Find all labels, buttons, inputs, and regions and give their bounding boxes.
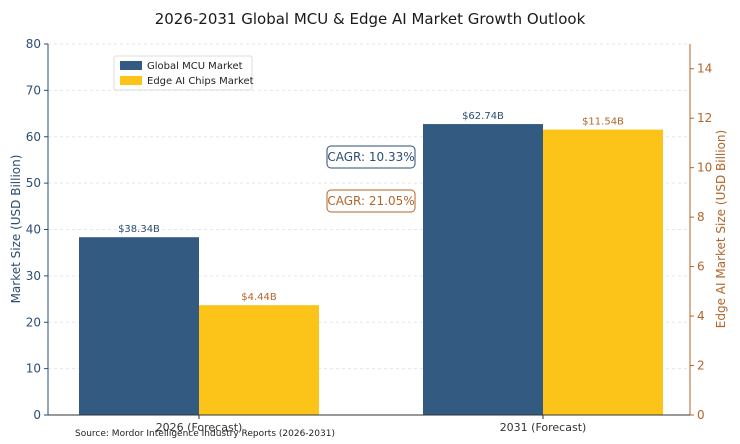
- data-label-mcu: $38.34B: [118, 224, 160, 235]
- right-tick-label: 2: [697, 359, 705, 373]
- right-tick-label: 8: [697, 210, 705, 224]
- left-tick-label: 80: [26, 37, 41, 51]
- right-tick-label: 6: [697, 260, 705, 274]
- y-axis-label: Market Size (USD Billion): [9, 155, 23, 304]
- left-axis-ticks: 0 10 20 30 40 50 60 70 80: [26, 37, 48, 422]
- x-tick-label: 2031 (Forecast): [500, 421, 587, 434]
- right-axis-ticks: 0 2 4 6 8 10 12 14: [690, 62, 712, 422]
- left-tick-label: 70: [26, 83, 41, 97]
- legend-swatch-mcu: [120, 61, 142, 70]
- legend-label-mcu: Global MCU Market: [147, 61, 243, 72]
- legend-swatch-ai: [120, 76, 142, 85]
- left-tick-label: 30: [26, 269, 41, 283]
- legend-label-ai: Edge AI Chips Market: [147, 76, 254, 87]
- cagr-mcu-box: [326, 145, 416, 169]
- cagr-ai-annotation: CAGR: 21.05%: [326, 189, 416, 213]
- right-tick-label: 0: [697, 408, 705, 422]
- right-tick-label: 14: [697, 62, 712, 76]
- y2-axis-label: Edge AI Market Size (USD Billion): [714, 130, 728, 328]
- left-tick-label: 10: [26, 362, 41, 376]
- left-tick-label: 50: [26, 176, 41, 190]
- bar-mcu: [79, 237, 199, 415]
- cagr-mcu-annotation: CAGR: 10.33%: [326, 145, 416, 169]
- left-tick-label: 60: [26, 130, 41, 144]
- right-tick-label: 12: [697, 111, 712, 125]
- legend-frame: [113, 55, 253, 91]
- cagr-ai-box: [326, 189, 416, 213]
- right-tick-label: 10: [697, 161, 712, 175]
- x-tick-label: 2026 (Forecast): [156, 421, 243, 434]
- chart-title: 2026-2031 Global MCU & Edge AI Market Gr…: [155, 10, 586, 28]
- data-label-edge-ai: $11.54B: [582, 117, 624, 128]
- right-tick-label: 4: [697, 309, 705, 323]
- cagr-ai-text: CAGR: 21.05%: [327, 194, 414, 208]
- cagr-mcu-text: CAGR: 10.33%: [327, 150, 414, 164]
- bar-edge-ai: [199, 305, 319, 415]
- data-label-mcu: $62.74B: [462, 111, 504, 122]
- bar-mcu: [423, 124, 543, 416]
- left-tick-label: 20: [26, 315, 41, 329]
- x-axis-ticks: 2026 (Forecast) 2031 (Forecast): [156, 415, 587, 434]
- source-note: Source: Mordor Intelligence Industry Rep…: [75, 429, 335, 439]
- left-tick-label: 40: [26, 223, 41, 237]
- left-tick-label: 0: [33, 408, 41, 422]
- bar-edge-ai: [543, 129, 663, 415]
- data-labels: $38.34B $4.44B $62.74B $11.54B: [118, 111, 624, 303]
- legend: Global MCU Market Edge AI Chips Market: [113, 55, 254, 91]
- bars: [79, 124, 663, 416]
- data-label-edge-ai: $4.44B: [241, 292, 277, 303]
